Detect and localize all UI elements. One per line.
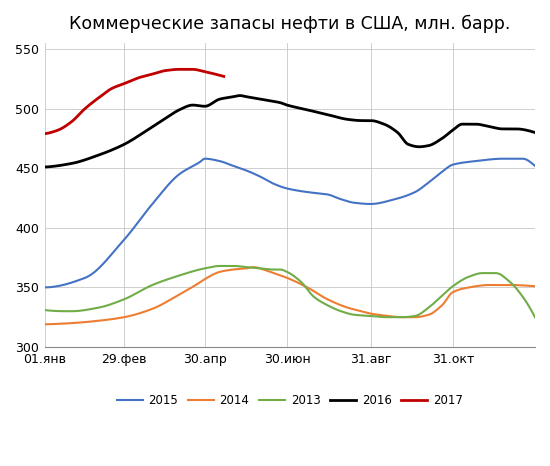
Title: Коммерческие запасы нефти в США, млн. барр.: Коммерческие запасы нефти в США, млн. ба…: [69, 15, 510, 33]
Legend: 2015, 2014, 2013, 2016, 2017: 2015, 2014, 2013, 2016, 2017: [112, 389, 468, 412]
